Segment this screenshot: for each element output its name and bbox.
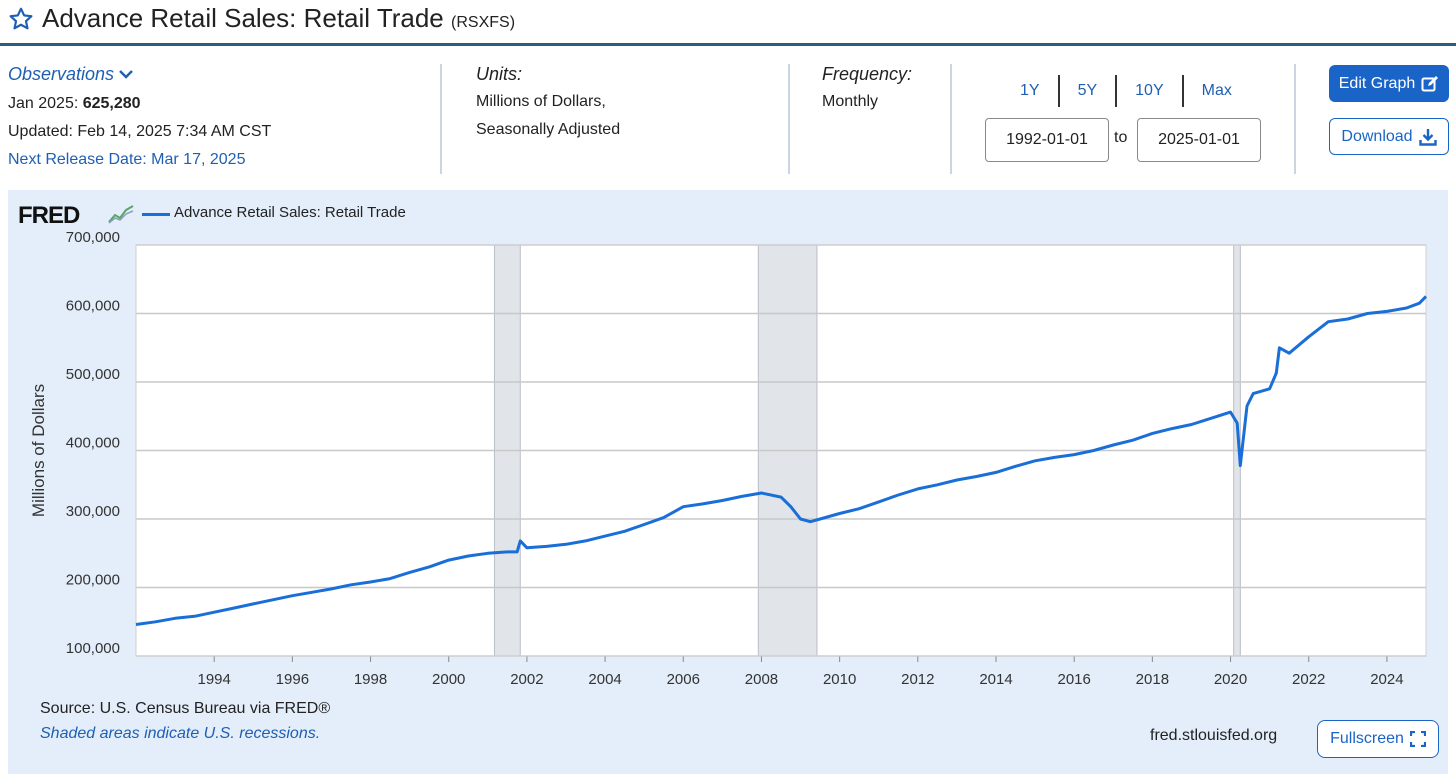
x-tick-label: 2000	[432, 671, 465, 688]
x-tick-label: 2010	[823, 671, 856, 688]
range-divider	[1181, 75, 1184, 107]
observations-dropdown[interactable]: Observations	[8, 60, 134, 88]
frequency-panel: Frequency: Monthly	[822, 60, 942, 180]
fred-url: fred.stlouisfed.org	[1150, 727, 1278, 744]
download-label: Download	[1341, 127, 1413, 145]
series-id: (RSXFS)	[451, 14, 516, 31]
range-5y-button[interactable]: 5Y	[1077, 82, 1098, 99]
series-line	[135, 295, 1428, 626]
y-tick-label: 200,000	[66, 572, 120, 589]
x-tick-label: 2012	[901, 671, 934, 688]
divider	[950, 64, 952, 174]
x-tick-label: 1998	[354, 671, 387, 688]
updated-text: Updated: Feb 14, 2025 7:34 AM CST	[8, 123, 272, 140]
x-tick-label: 1996	[276, 671, 309, 688]
legend-swatch	[142, 213, 170, 216]
observations-label: Observations	[8, 64, 115, 84]
to-label: to	[1114, 129, 1128, 146]
y-tick-label: 300,000	[66, 503, 120, 520]
fullscreen-button[interactable]: Fullscreen	[1317, 720, 1439, 758]
units-label: Units:	[476, 64, 523, 84]
chart-panel: 100,000 200,000 300,000 400,000 500,000 600,0…	[8, 190, 1448, 774]
download-button[interactable]: Download	[1329, 118, 1449, 155]
frequency-label: Frequency:	[822, 64, 913, 84]
y-tick-label: 500,000	[66, 366, 120, 383]
line-chart[interactable]: 100,000 200,000 300,000 400,000 500,000 600,0…	[8, 190, 1448, 774]
divider	[440, 64, 442, 174]
end-date-input[interactable]: 2025-01-01	[1137, 118, 1261, 162]
x-tick-label: 2004	[588, 671, 621, 688]
latest-value: 625,280	[82, 95, 141, 112]
x-tick-label: 2016	[1057, 671, 1090, 688]
x-tick-label: 2006	[667, 671, 700, 688]
units-panel: Units: Millions of Dollars, Seasonally A…	[476, 60, 776, 180]
units-line2: Seasonally Adjusted	[476, 121, 621, 138]
title-bar: Advance Retail Sales: Retail Trade (RSXF…	[0, 0, 1456, 46]
units-line1: Millions of Dollars,	[476, 93, 606, 110]
page-title: Advance Retail Sales: Retail Trade (RSXF…	[42, 3, 515, 34]
x-tick-label: 1994	[197, 671, 230, 688]
chevron-down-icon	[119, 70, 133, 79]
frequency-value: Monthly	[822, 93, 879, 110]
observations-panel: Observations Jan 2025: 625,280 Updated: …	[8, 60, 438, 180]
y-tick-label: 100,000	[66, 640, 120, 657]
range-divider	[1115, 75, 1118, 107]
source-text: Source: U.S. Census Bureau via FRED®	[40, 700, 331, 717]
next-release-link[interactable]: Next Release Date: Mar 17, 2025	[8, 151, 246, 168]
recession-note: Shaded areas indicate U.S. recessions.	[40, 725, 321, 742]
fullscreen-icon	[1409, 731, 1426, 747]
latest-date: Jan 2025:	[8, 95, 79, 112]
divider	[1294, 64, 1296, 174]
edit-graph-button[interactable]: Edit Graph	[1329, 65, 1449, 102]
star-icon[interactable]	[8, 6, 34, 32]
range-selector: 1Y 5Y 10Y Max	[1002, 75, 1250, 107]
y-axis-label: Millions of Dollars	[29, 384, 48, 517]
y-tick-label: 600,000	[66, 298, 120, 315]
x-tick-label: 2002	[510, 671, 543, 688]
y-tick-label: 700,000	[66, 229, 120, 246]
range-10y-button[interactable]: 10Y	[1135, 82, 1164, 99]
download-icon	[1418, 128, 1437, 146]
range-1y-button[interactable]: 1Y	[1020, 82, 1040, 99]
start-date-input[interactable]: 1992-01-01	[985, 118, 1109, 162]
y-tick-label: 400,000	[66, 435, 120, 452]
fullscreen-label: Fullscreen	[1330, 730, 1404, 747]
x-tick-label: 2020	[1214, 671, 1247, 688]
range-divider	[1057, 75, 1060, 107]
range-max-button[interactable]: Max	[1201, 82, 1232, 99]
edit-graph-label: Edit Graph	[1338, 74, 1416, 92]
fred-logo[interactable]: FRED	[18, 202, 80, 229]
fred-chart-icon	[108, 205, 134, 224]
legend-label: Advance Retail Sales: Retail Trade	[174, 204, 406, 221]
latest-observation: Jan 2025: 625,280	[8, 90, 438, 118]
x-tick-label: 2018	[1136, 671, 1169, 688]
series-title: Advance Retail Sales: Retail Trade	[42, 3, 444, 33]
plot-border	[135, 244, 1427, 657]
x-tick-label: 2022	[1292, 671, 1325, 688]
x-tick-label: 2008	[745, 671, 778, 688]
x-tick-label: 2024	[1370, 671, 1403, 688]
edit-icon	[1421, 75, 1439, 91]
x-tick-label: 2014	[979, 671, 1012, 688]
divider	[788, 64, 790, 174]
